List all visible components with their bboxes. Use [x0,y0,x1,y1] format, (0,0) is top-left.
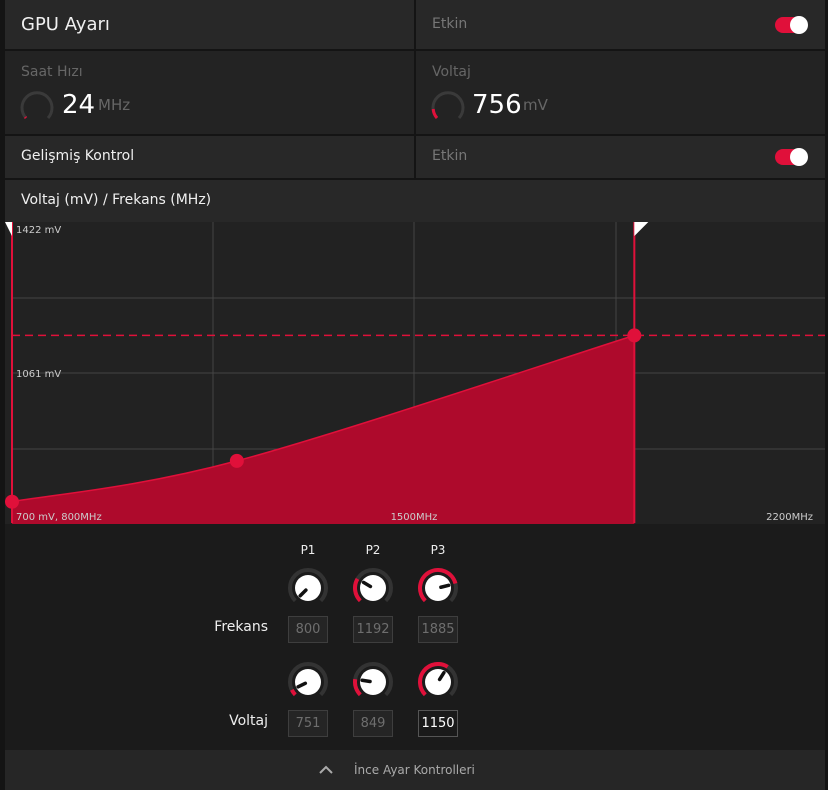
advanced-control-toggle[interactable] [775,148,808,166]
column-label-p3: P3 [430,543,446,557]
advanced-control-header: Gelişmiş Kontrol [5,136,414,178]
knob-frequency-p1[interactable] [288,568,328,608]
voltage-unit: mV [523,96,548,114]
input-voltage-p2[interactable]: 849 [353,710,393,737]
clock-speed-value: 24 [62,90,96,120]
y-label-max: 1422 mV [16,225,61,236]
curve-line [11,334,635,503]
max-handle-icon[interactable] [634,222,649,236]
row-label-voltage: Voltaj [229,713,268,729]
column-label-p1: P1 [300,543,316,557]
advanced-control-title: Gelişmiş Kontrol [21,148,135,164]
fine-tuning-controls-toggle[interactable]: İnce Ayar Kontrolleri [5,750,825,790]
gpu-tuning-header: GPU Ayarı [5,0,414,49]
clock-speed-unit: MHz [98,96,131,114]
knob-frequency-p2[interactable] [353,568,393,608]
voltage-frequency-chart[interactable]: 1422 mV 1061 mV 700 mV, 800MHz 1500MHz 2… [5,222,825,524]
voltage-panel: Voltaj 756 mV [416,51,825,134]
fine-tuning-label: İnce Ayar Kontrolleri [354,763,475,777]
curve-point-p1[interactable] [5,494,19,509]
knob-voltage-p3[interactable] [418,662,458,702]
knob-frequency-p3[interactable] [418,568,458,608]
voltage-value: 756 [472,90,522,120]
curve-point-p2[interactable] [229,453,244,468]
chevron-up-icon [319,765,333,774]
column-label-p2: P2 [365,543,381,557]
input-frequency-p3[interactable]: 1885 [418,616,458,643]
gpu-tuning-toggle-row: Etkin [416,0,825,49]
voltage-label: Voltaj [432,64,471,80]
point-controls-panel [5,524,825,750]
knob-voltage-p2[interactable] [353,662,393,702]
gpu-tuning-title: GPU Ayarı [21,14,110,35]
voltage-gauge-icon [431,91,465,120]
clock-gauge-icon [20,91,54,120]
curve-point-p3[interactable] [627,328,642,343]
input-frequency-p1[interactable]: 800 [288,616,328,643]
knob-voltage-p1[interactable] [288,662,328,702]
clock-speed-panel: Saat Hızı 24 MHz [5,51,414,134]
advanced-control-toggle-row: Etkin [416,136,825,178]
origin-label: 700 mV, 800MHz [16,512,102,523]
clock-speed-label: Saat Hızı [21,64,83,80]
input-voltage-p1[interactable]: 751 [288,710,328,737]
row-label-frequency: Frekans [214,619,268,635]
chart-section-header: Voltaj (mV) / Frekans (MHz) [5,180,825,222]
advanced-control-status: Etkin [432,148,468,164]
x-label-mid: 1500MHz [391,512,438,523]
gpu-tuning-status: Etkin [432,16,468,32]
chart-section-title: Voltaj (mV) / Frekans (MHz) [21,192,212,208]
gpu-tuning-toggle[interactable] [775,16,808,34]
curve-area [12,335,635,524]
input-voltage-p3[interactable]: 1150 [418,710,458,737]
y-label-mid: 1061 mV [16,369,61,380]
x-label-max: 2200MHz [766,512,813,523]
min-handle-icon[interactable] [5,222,12,236]
input-frequency-p2[interactable]: 1192 [353,616,393,643]
